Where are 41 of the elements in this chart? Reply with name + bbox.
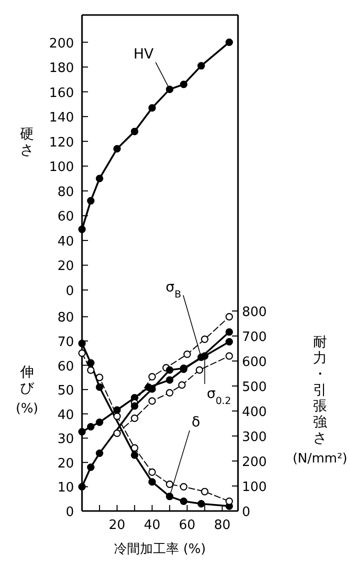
y-tick-label: 140 [49,110,74,126]
y2-tick-label: 100 [242,480,267,495]
y-tick-label: 160 [49,86,74,101]
text: δ [192,414,200,430]
y-tick-label: 120 [49,135,74,150]
y2-tick-label: 600 [242,355,267,370]
y-tick-label: 80 [57,184,74,200]
y2-tick-label: 0 [242,505,250,520]
y2-tick-label: 300 [242,430,267,445]
y-tick-label: 60 [57,210,74,225]
y-tick-label: 20 [57,259,74,274]
y-tick-label: 40 [57,408,74,423]
y-tick-label: 50 [57,384,74,399]
y-tick-label: 0 [66,284,74,299]
y-tick-label: 70 [57,335,74,350]
y2-tick-label: 400 [242,405,267,420]
y-tick-label: 10 [57,480,74,496]
y2-tick-label: 500 [242,380,267,395]
x-tick-label: 40 [144,518,160,533]
y-tick-label: 20 [57,456,74,472]
y-tick-label: 0 [66,505,74,520]
legend-label: σ$_{0.2}$ [206,386,232,406]
text: σ$_{B}$ [166,279,182,300]
y-tick-label: 180 [49,61,74,76]
y2-axis-title: 耐力・引張強さ (N/mm²) [292,334,348,466]
y-tick-label: 200 [49,36,74,52]
x-tick-label: 20 [108,518,126,533]
x-axis-title: 冷間加工率 (%) [114,541,206,557]
y-tick-label: 40 [57,234,74,250]
y-tick-label: 80 [57,310,74,326]
y-axis-title: 硬さ [20,126,34,158]
y-axis-title: 伸び (%) [16,364,38,416]
y2-tick-label: 200 [242,455,267,470]
x-tick-label: 60 [178,518,196,533]
y2-tick-label: 800 [242,305,267,320]
y-tick-label: 30 [57,432,74,448]
y2-tick-label: 700 [242,330,267,345]
y-tick-label: 100 [49,160,74,176]
text: HV [134,46,154,62]
y-tick-label: 60 [57,359,74,374]
x-tick-label: 80 [214,518,230,533]
